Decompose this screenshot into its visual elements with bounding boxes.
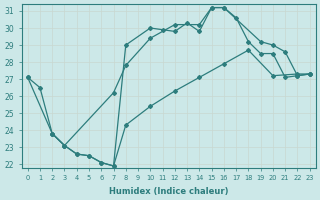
X-axis label: Humidex (Indice chaleur): Humidex (Indice chaleur) bbox=[109, 187, 228, 196]
